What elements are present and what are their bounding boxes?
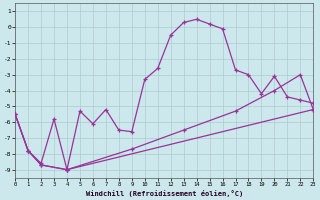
X-axis label: Windchill (Refroidissement éolien,°C): Windchill (Refroidissement éolien,°C) (85, 190, 243, 197)
